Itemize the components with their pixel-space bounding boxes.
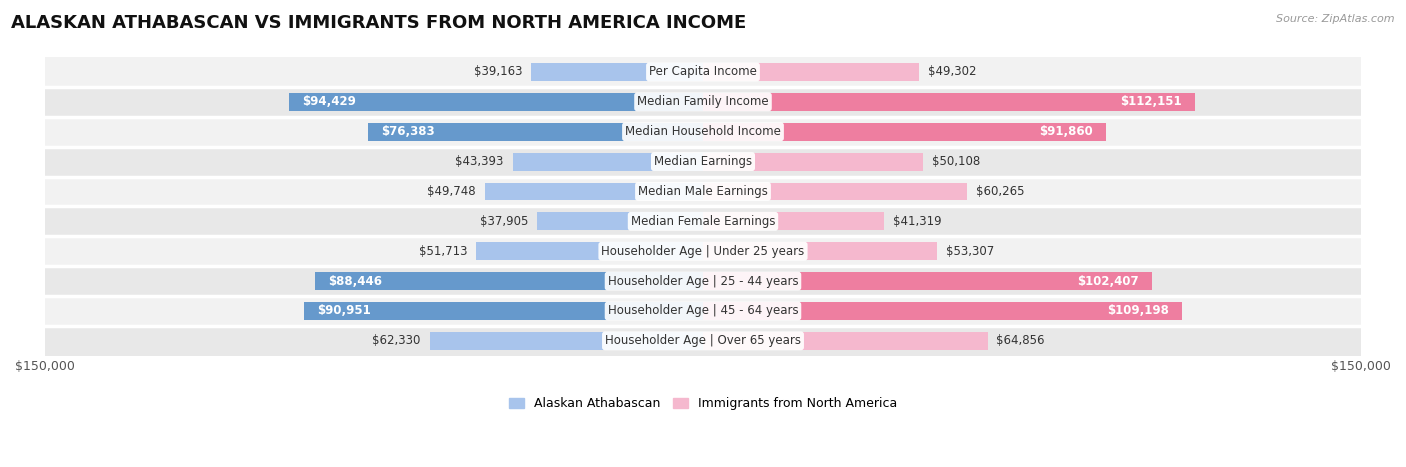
Text: Householder Age | 45 - 64 years: Householder Age | 45 - 64 years	[607, 304, 799, 318]
Text: Median Household Income: Median Household Income	[626, 125, 780, 138]
Text: $88,446: $88,446	[328, 275, 382, 288]
Bar	[45, 266, 1361, 296]
Bar	[288, 93, 703, 111]
Bar	[315, 272, 703, 290]
Bar	[703, 93, 1195, 111]
Bar	[477, 242, 703, 260]
Text: $49,302: $49,302	[928, 65, 977, 78]
Text: $51,713: $51,713	[419, 245, 467, 258]
Bar	[703, 153, 922, 170]
Legend: Alaskan Athabascan, Immigrants from North America: Alaskan Athabascan, Immigrants from Nort…	[503, 392, 903, 415]
Text: $102,407: $102,407	[1077, 275, 1139, 288]
Bar	[45, 326, 1361, 356]
Bar	[703, 332, 987, 350]
Text: Householder Age | Under 25 years: Householder Age | Under 25 years	[602, 245, 804, 258]
Bar	[485, 183, 703, 200]
Bar	[703, 123, 1107, 141]
Text: Householder Age | Over 65 years: Householder Age | Over 65 years	[605, 334, 801, 347]
Text: $41,319: $41,319	[893, 215, 942, 228]
Text: $60,265: $60,265	[976, 185, 1025, 198]
Text: $62,330: $62,330	[373, 334, 420, 347]
Bar	[703, 183, 967, 200]
Bar	[45, 206, 1361, 236]
Bar	[703, 63, 920, 81]
Text: $37,905: $37,905	[479, 215, 527, 228]
Text: Median Earnings: Median Earnings	[654, 155, 752, 168]
Text: $90,951: $90,951	[318, 304, 371, 318]
Text: Householder Age | 25 - 44 years: Householder Age | 25 - 44 years	[607, 275, 799, 288]
Bar	[703, 212, 884, 230]
Bar	[45, 147, 1361, 177]
Bar	[45, 296, 1361, 326]
Text: $76,383: $76,383	[381, 125, 434, 138]
Bar	[45, 236, 1361, 266]
Bar	[531, 63, 703, 81]
Bar	[513, 153, 703, 170]
Bar	[703, 242, 936, 260]
Text: Median Female Earnings: Median Female Earnings	[631, 215, 775, 228]
Text: $39,163: $39,163	[474, 65, 523, 78]
Text: $50,108: $50,108	[932, 155, 980, 168]
Text: Median Male Earnings: Median Male Earnings	[638, 185, 768, 198]
Text: Per Capita Income: Per Capita Income	[650, 65, 756, 78]
Text: $64,856: $64,856	[997, 334, 1045, 347]
Text: $91,860: $91,860	[1039, 125, 1092, 138]
Bar	[537, 212, 703, 230]
Text: $49,748: $49,748	[427, 185, 477, 198]
Bar	[703, 272, 1153, 290]
Text: ALASKAN ATHABASCAN VS IMMIGRANTS FROM NORTH AMERICA INCOME: ALASKAN ATHABASCAN VS IMMIGRANTS FROM NO…	[11, 14, 747, 32]
Bar	[45, 177, 1361, 206]
Text: Median Family Income: Median Family Income	[637, 95, 769, 108]
Text: Source: ZipAtlas.com: Source: ZipAtlas.com	[1277, 14, 1395, 24]
Text: $43,393: $43,393	[456, 155, 503, 168]
Text: $53,307: $53,307	[946, 245, 994, 258]
Bar	[304, 302, 703, 320]
Bar	[45, 57, 1361, 87]
Bar	[45, 87, 1361, 117]
Bar	[368, 123, 703, 141]
Text: $94,429: $94,429	[302, 95, 356, 108]
Bar	[703, 302, 1182, 320]
Bar	[430, 332, 703, 350]
Text: $109,198: $109,198	[1107, 304, 1168, 318]
Text: $112,151: $112,151	[1121, 95, 1182, 108]
Bar	[45, 117, 1361, 147]
